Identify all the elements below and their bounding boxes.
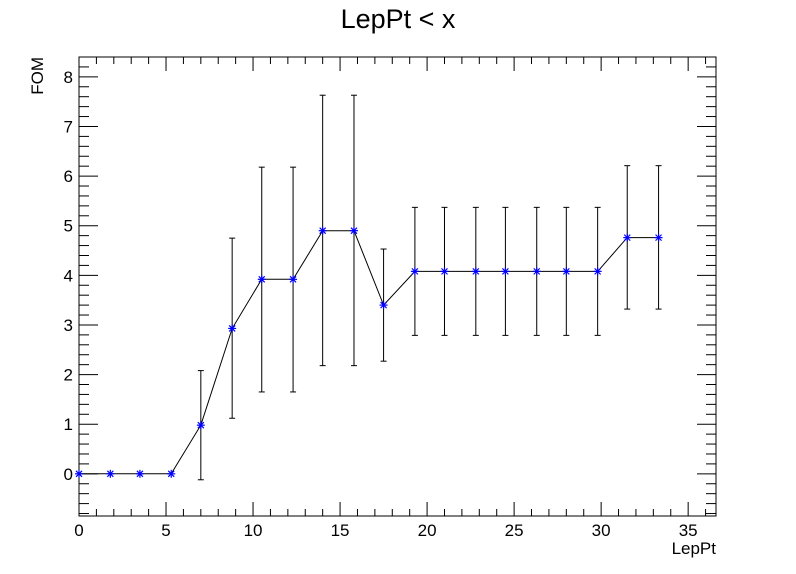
y-tick-label: 3 xyxy=(64,316,73,335)
x-tick-label: 15 xyxy=(331,521,350,540)
data-point xyxy=(228,324,237,333)
data-point xyxy=(75,469,83,478)
x-tick-label: 10 xyxy=(244,521,263,540)
data-point-stroke xyxy=(441,267,448,275)
data-point xyxy=(196,421,205,430)
data-point-stroke xyxy=(623,234,631,242)
y-tick-label: 5 xyxy=(64,217,73,236)
chart-title: LepPt < x xyxy=(341,4,456,34)
data-point-stroke xyxy=(106,470,114,478)
x-tick-label: 20 xyxy=(418,521,437,540)
data-markers xyxy=(75,226,663,478)
data-point-stroke xyxy=(289,275,297,283)
data-point-stroke xyxy=(319,227,327,235)
data-point-stroke xyxy=(533,267,541,275)
y-tick-label: 7 xyxy=(64,117,73,136)
series-line xyxy=(79,230,659,475)
data-point xyxy=(532,267,541,276)
data-point-stroke xyxy=(167,470,175,478)
data-point-stroke xyxy=(501,267,509,275)
y-tick-label: 2 xyxy=(64,366,73,385)
x-tick-label: 35 xyxy=(679,521,698,540)
data-point xyxy=(593,267,602,276)
data-point xyxy=(623,233,632,242)
y-axis-title: FOM xyxy=(28,57,47,95)
data-point xyxy=(318,226,327,235)
x-tick-label: 30 xyxy=(592,521,611,540)
data-point xyxy=(471,267,480,276)
data-point xyxy=(440,267,449,276)
data-point-stroke xyxy=(228,325,236,332)
data-point xyxy=(379,301,388,310)
y-tick-label: 0 xyxy=(64,465,73,484)
data-point-stroke xyxy=(411,267,419,275)
x-tick-label: 0 xyxy=(74,521,83,540)
data-point xyxy=(654,233,663,242)
data-point xyxy=(410,267,419,276)
data-point xyxy=(135,469,144,478)
error-bars xyxy=(197,94,662,481)
data-point xyxy=(106,469,115,478)
tick-labels: 0 5 10 15 20 25 30 35 0 1 2 3 4 5 6 7 8 xyxy=(64,68,698,540)
data-point-stroke xyxy=(350,227,358,235)
data-point-stroke xyxy=(75,470,83,478)
x-axis-title: LepPt xyxy=(672,539,717,558)
x-tick-label: 5 xyxy=(161,521,170,540)
data-point-stroke xyxy=(136,470,144,478)
data-point xyxy=(257,275,266,284)
data-point-stroke xyxy=(562,267,570,275)
x-tick-label: 25 xyxy=(505,521,524,540)
y-tick-label: 4 xyxy=(64,266,73,285)
data-point xyxy=(562,267,571,276)
y-tick-label: 1 xyxy=(64,415,73,434)
data-point-stroke xyxy=(594,267,602,275)
data-point xyxy=(289,275,298,284)
data-point-stroke xyxy=(380,301,388,309)
data-point xyxy=(167,469,176,478)
y-tick-label: 6 xyxy=(64,167,73,186)
data-point xyxy=(501,267,510,276)
data-point-stroke xyxy=(655,234,662,242)
data-point-stroke xyxy=(258,275,266,283)
y-tick-label: 8 xyxy=(64,68,73,87)
data-point-stroke xyxy=(472,267,480,275)
axis-ticks xyxy=(78,56,716,516)
plot-frame xyxy=(78,56,717,517)
data-point-stroke xyxy=(197,421,205,429)
data-point xyxy=(349,226,358,235)
